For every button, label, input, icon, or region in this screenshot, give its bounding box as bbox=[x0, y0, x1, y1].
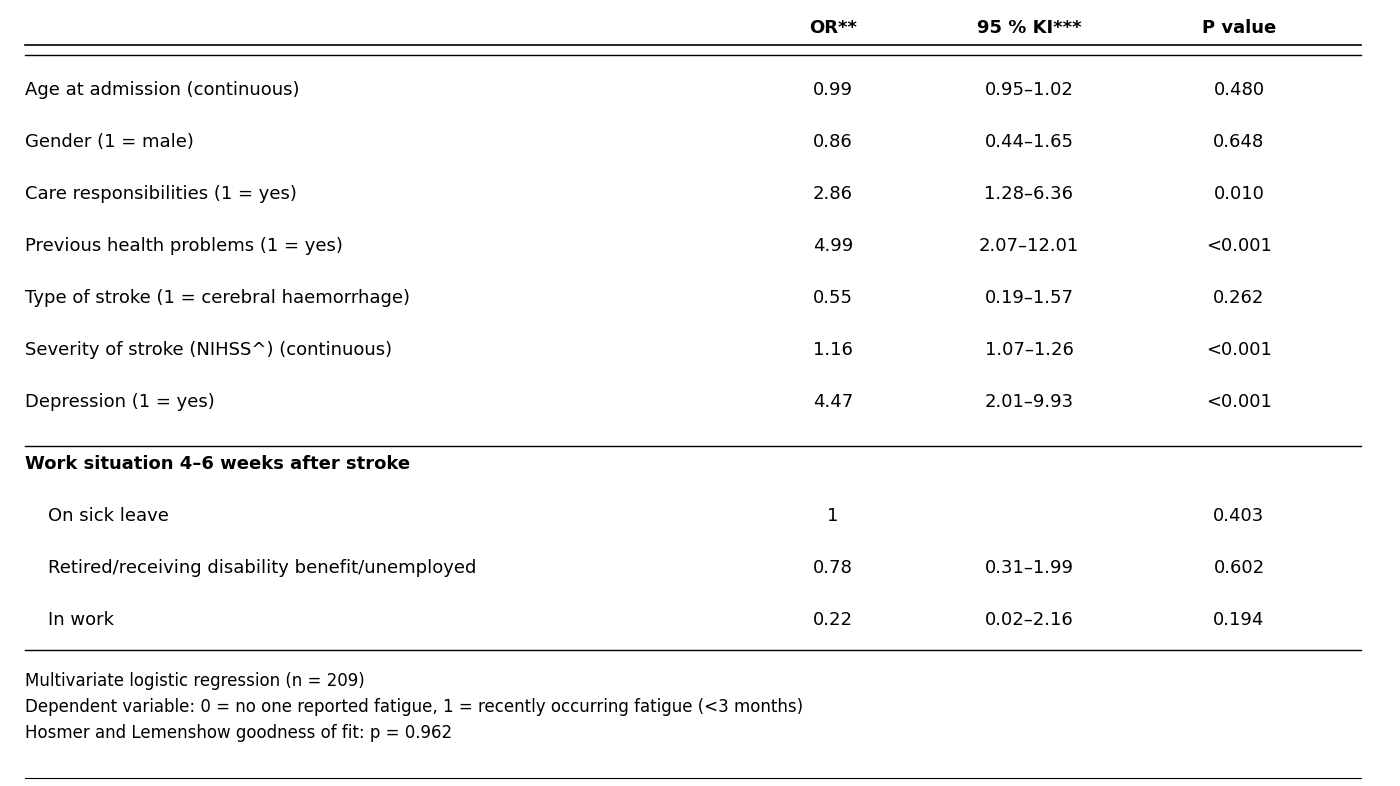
Text: On sick leave: On sick leave bbox=[25, 507, 169, 525]
Text: 0.86: 0.86 bbox=[813, 133, 853, 151]
Text: 4.99: 4.99 bbox=[813, 237, 853, 255]
Text: 0.99: 0.99 bbox=[813, 81, 853, 99]
Text: 95 % KI***: 95 % KI*** bbox=[977, 19, 1081, 37]
Text: <0.001: <0.001 bbox=[1205, 393, 1273, 411]
Text: 0.403: 0.403 bbox=[1214, 507, 1264, 525]
Text: 1.07–1.26: 1.07–1.26 bbox=[984, 341, 1074, 359]
Text: Retired/receiving disability benefit/unemployed: Retired/receiving disability benefit/une… bbox=[25, 559, 476, 577]
Text: In work: In work bbox=[25, 611, 115, 629]
Text: 0.010: 0.010 bbox=[1214, 185, 1264, 203]
Text: 4.47: 4.47 bbox=[813, 393, 853, 411]
Text: Hosmer and Lemenshow goodness of fit: p = 0.962: Hosmer and Lemenshow goodness of fit: p … bbox=[25, 724, 452, 742]
Text: OR**: OR** bbox=[809, 19, 857, 37]
Text: Dependent variable: 0 = no one reported fatigue, 1 = recently occurring fatigue : Dependent variable: 0 = no one reported … bbox=[25, 698, 804, 716]
Text: Severity of stroke (NIHSS^) (continuous): Severity of stroke (NIHSS^) (continuous) bbox=[25, 341, 392, 359]
Text: 0.95–1.02: 0.95–1.02 bbox=[984, 81, 1074, 99]
Text: 0.19–1.57: 0.19–1.57 bbox=[984, 289, 1074, 307]
Text: 2.07–12.01: 2.07–12.01 bbox=[979, 237, 1079, 255]
Text: 0.78: 0.78 bbox=[813, 559, 853, 577]
Text: 0.602: 0.602 bbox=[1214, 559, 1264, 577]
Text: Type of stroke (1 = cerebral haemorrhage): Type of stroke (1 = cerebral haemorrhage… bbox=[25, 289, 410, 307]
Text: 0.648: 0.648 bbox=[1214, 133, 1264, 151]
Text: 1: 1 bbox=[827, 507, 839, 525]
Text: Multivariate logistic regression (n = 209): Multivariate logistic regression (n = 20… bbox=[25, 672, 365, 690]
Text: <0.001: <0.001 bbox=[1205, 237, 1273, 255]
Text: 0.31–1.99: 0.31–1.99 bbox=[984, 559, 1074, 577]
Text: <0.001: <0.001 bbox=[1205, 341, 1273, 359]
Text: 1.28–6.36: 1.28–6.36 bbox=[984, 185, 1074, 203]
Text: Depression (1 = yes): Depression (1 = yes) bbox=[25, 393, 216, 411]
Text: Previous health problems (1 = yes): Previous health problems (1 = yes) bbox=[25, 237, 343, 255]
Text: 0.44–1.65: 0.44–1.65 bbox=[984, 133, 1074, 151]
Text: 1.16: 1.16 bbox=[813, 341, 853, 359]
Text: Care responsibilities (1 = yes): Care responsibilities (1 = yes) bbox=[25, 185, 297, 203]
Text: 0.02–2.16: 0.02–2.16 bbox=[984, 611, 1074, 629]
Text: 0.55: 0.55 bbox=[813, 289, 853, 307]
Text: Age at admission (continuous): Age at admission (continuous) bbox=[25, 81, 300, 99]
Text: P value: P value bbox=[1201, 19, 1277, 37]
Text: 0.480: 0.480 bbox=[1214, 81, 1264, 99]
Text: Gender (1 = male): Gender (1 = male) bbox=[25, 133, 195, 151]
Text: Work situation 4–6 weeks after stroke: Work situation 4–6 weeks after stroke bbox=[25, 455, 410, 473]
Text: 0.194: 0.194 bbox=[1214, 611, 1264, 629]
Text: 0.22: 0.22 bbox=[813, 611, 853, 629]
Text: 2.01–9.93: 2.01–9.93 bbox=[984, 393, 1074, 411]
Text: 0.262: 0.262 bbox=[1214, 289, 1264, 307]
Text: 2.86: 2.86 bbox=[813, 185, 853, 203]
